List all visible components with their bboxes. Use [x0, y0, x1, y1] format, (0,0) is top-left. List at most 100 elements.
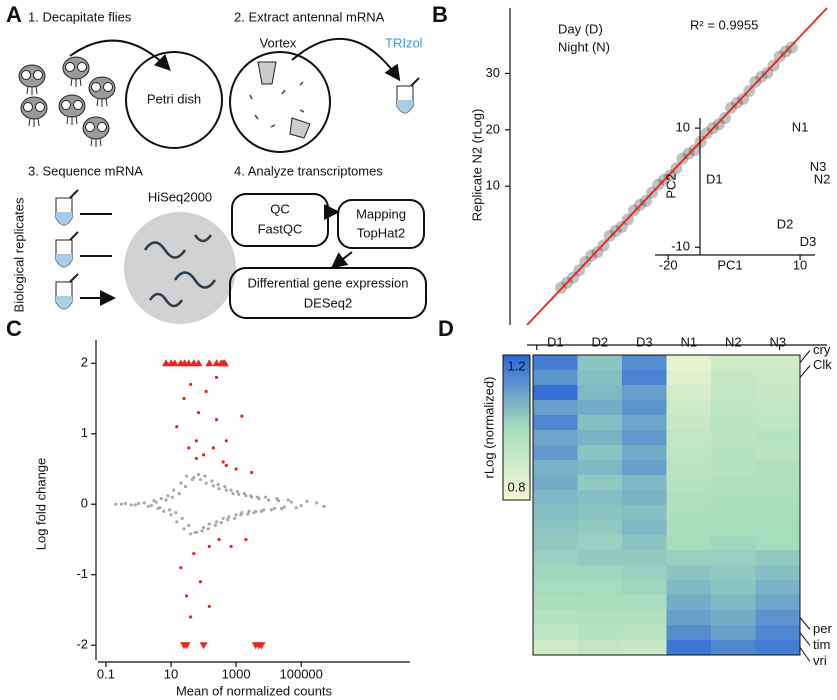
heatmap-cell	[533, 610, 578, 626]
arrow	[291, 37, 401, 82]
heatmap-cell	[711, 610, 756, 626]
leader-line	[799, 647, 811, 662]
annotation: R² = 0.9955	[690, 17, 758, 32]
point	[737, 92, 750, 105]
heatmap-cell	[577, 355, 623, 371]
heatmap-cell	[622, 535, 667, 551]
heatmap-cell	[577, 490, 623, 506]
y-tick-label: 0	[81, 496, 88, 511]
heatmap-cell	[711, 580, 756, 596]
heatmap-cell	[622, 460, 667, 476]
point	[214, 520, 219, 524]
heatmap-cell	[577, 550, 623, 566]
point	[133, 503, 137, 507]
heatmap-cell	[533, 370, 578, 386]
point	[275, 496, 279, 501]
point	[170, 359, 179, 367]
y-tick-label: 10	[486, 178, 500, 193]
heatmap-cell	[533, 460, 578, 476]
point	[227, 515, 231, 519]
point	[123, 501, 128, 506]
x-tick-label: 1000	[222, 666, 251, 681]
point	[603, 229, 616, 242]
heatmap-cell	[577, 430, 623, 446]
heatmap-cell	[622, 520, 667, 536]
point	[263, 495, 268, 499]
box-label: QC	[270, 201, 290, 216]
colorbar-tick-label: 1.2	[507, 358, 525, 373]
heatmap-cell	[755, 640, 801, 656]
point	[221, 516, 225, 520]
point	[242, 492, 247, 496]
point	[239, 513, 243, 517]
antennae	[249, 69, 305, 128]
point	[194, 359, 203, 367]
heatmap-cell	[622, 475, 667, 491]
point	[158, 506, 162, 510]
leader-line	[799, 632, 811, 646]
point	[627, 204, 640, 217]
heatmap-cell	[622, 625, 667, 641]
heatmap-cell	[755, 385, 801, 401]
point	[252, 511, 256, 515]
sequencer	[124, 212, 236, 324]
leader-line	[799, 350, 811, 363]
heatmap-cell	[755, 550, 801, 566]
heatmap-cell	[666, 580, 712, 596]
point	[119, 502, 124, 506]
point-label: D3	[800, 234, 817, 249]
point	[294, 506, 298, 510]
heatmap-cell	[666, 415, 712, 431]
heatmap-cell	[622, 505, 667, 521]
gene-label: vri	[813, 653, 827, 668]
heatmap-cell	[666, 595, 712, 611]
point	[199, 642, 208, 650]
heatmap-cell	[577, 505, 623, 521]
heatmap-cell	[577, 610, 623, 626]
heatmap-cell	[755, 625, 801, 641]
point	[114, 502, 118, 506]
heatmap-cell	[711, 520, 756, 536]
point-label: N1	[792, 120, 809, 135]
x-tick-label: 10	[793, 257, 807, 272]
point	[299, 504, 303, 508]
heatmap-cell	[666, 505, 712, 521]
point	[187, 446, 191, 450]
point	[229, 488, 233, 492]
step-title: 3. Sequence mRNA	[28, 163, 143, 178]
heatmap-cell	[577, 595, 623, 611]
point	[184, 594, 189, 598]
point	[761, 66, 774, 79]
point	[198, 580, 203, 584]
heatmap-cell	[666, 490, 712, 506]
heatmap-cell	[533, 625, 578, 641]
y-tick-label: -10	[671, 239, 690, 254]
heatmap-cell	[666, 370, 712, 386]
point	[187, 523, 191, 527]
sequencer-label: HiSeq2000	[148, 189, 212, 204]
heatmap-cell	[622, 400, 667, 416]
heatmap-cell	[755, 475, 801, 491]
point	[257, 642, 266, 650]
point	[167, 508, 172, 512]
heatmap-cell	[711, 400, 756, 416]
arrow	[330, 251, 353, 269]
point	[203, 474, 207, 478]
annotation: Day (D)	[558, 21, 603, 36]
heatmap-cell	[711, 475, 756, 491]
point	[315, 501, 319, 505]
heatmap-cell	[711, 625, 756, 641]
point	[224, 463, 228, 468]
point	[221, 460, 225, 464]
heatmap-cell	[755, 400, 801, 416]
leader-line	[799, 617, 811, 630]
point	[194, 439, 198, 443]
x-tick-label: -20	[659, 257, 678, 272]
heatmap-cell	[755, 445, 801, 461]
box-label: Differential gene expression	[248, 275, 409, 290]
gene-label: Clk	[813, 357, 832, 372]
point	[233, 516, 237, 520]
heatmap-cell	[577, 370, 623, 386]
heatmap-cell	[755, 580, 801, 596]
box-label: DESeq2	[304, 295, 352, 310]
